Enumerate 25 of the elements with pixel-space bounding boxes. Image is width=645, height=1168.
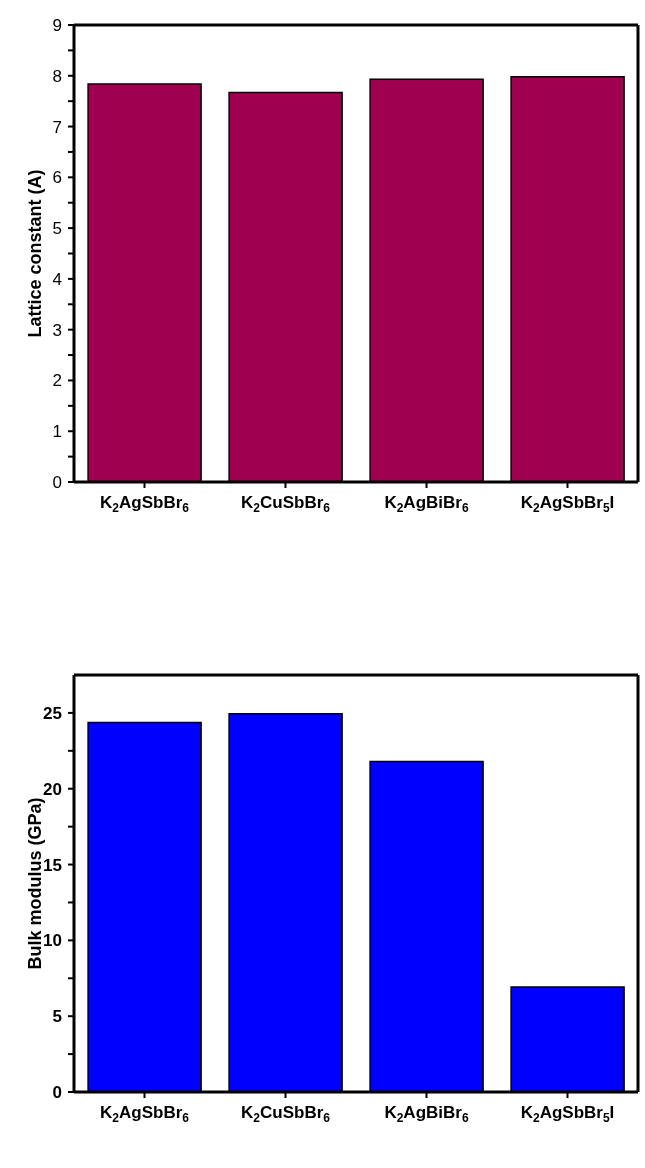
y-tick-label: 10 xyxy=(43,931,62,951)
y-tick-label: 6 xyxy=(52,168,62,188)
y-tick-label: 7 xyxy=(52,117,62,137)
x-tick-label: K$_{2}$AgSbBr$_{6}$ xyxy=(100,1103,190,1125)
x-tick-label: K$_{2}$AgSbBr$_{6}$ xyxy=(100,493,190,515)
y-tick-label: 25 xyxy=(43,703,62,723)
y-tick-label: 2 xyxy=(52,371,62,391)
x-tick-label: K$_{2}$AgBiBr$_{6}$ xyxy=(384,493,469,515)
y-tick-label: 8 xyxy=(52,66,62,86)
y-tick-label: 3 xyxy=(52,320,62,340)
y-tick-label: 5 xyxy=(52,219,62,239)
x-tick-label: K$_{2}$AgSbBr$_{5}$I xyxy=(520,493,615,515)
x-tick-label: K$_{2}$AgBiBr$_{6}$ xyxy=(384,1103,469,1125)
y-tick-label: 0 xyxy=(52,1083,62,1102)
y-tick-label: 0 xyxy=(52,473,62,492)
y-tick-label: 15 xyxy=(43,855,62,875)
y-tick-label: 1 xyxy=(52,422,62,442)
x-tick-label: K$_{2}$AgSbBr$_{5}$I xyxy=(520,1103,615,1125)
y-tick-label: 5 xyxy=(52,1007,62,1027)
x-tick-label: K$_{2}$CuSbBr$_{6}$ xyxy=(241,1103,331,1125)
y-tick-label: 9 xyxy=(52,16,62,35)
y-axis-title: Lattice constant (A) xyxy=(25,169,46,338)
y-tick-label: 20 xyxy=(43,779,62,799)
y-tick-label: 4 xyxy=(52,269,62,289)
x-tick-label: K$_{2}$CuSbBr$_{6}$ xyxy=(241,493,331,515)
